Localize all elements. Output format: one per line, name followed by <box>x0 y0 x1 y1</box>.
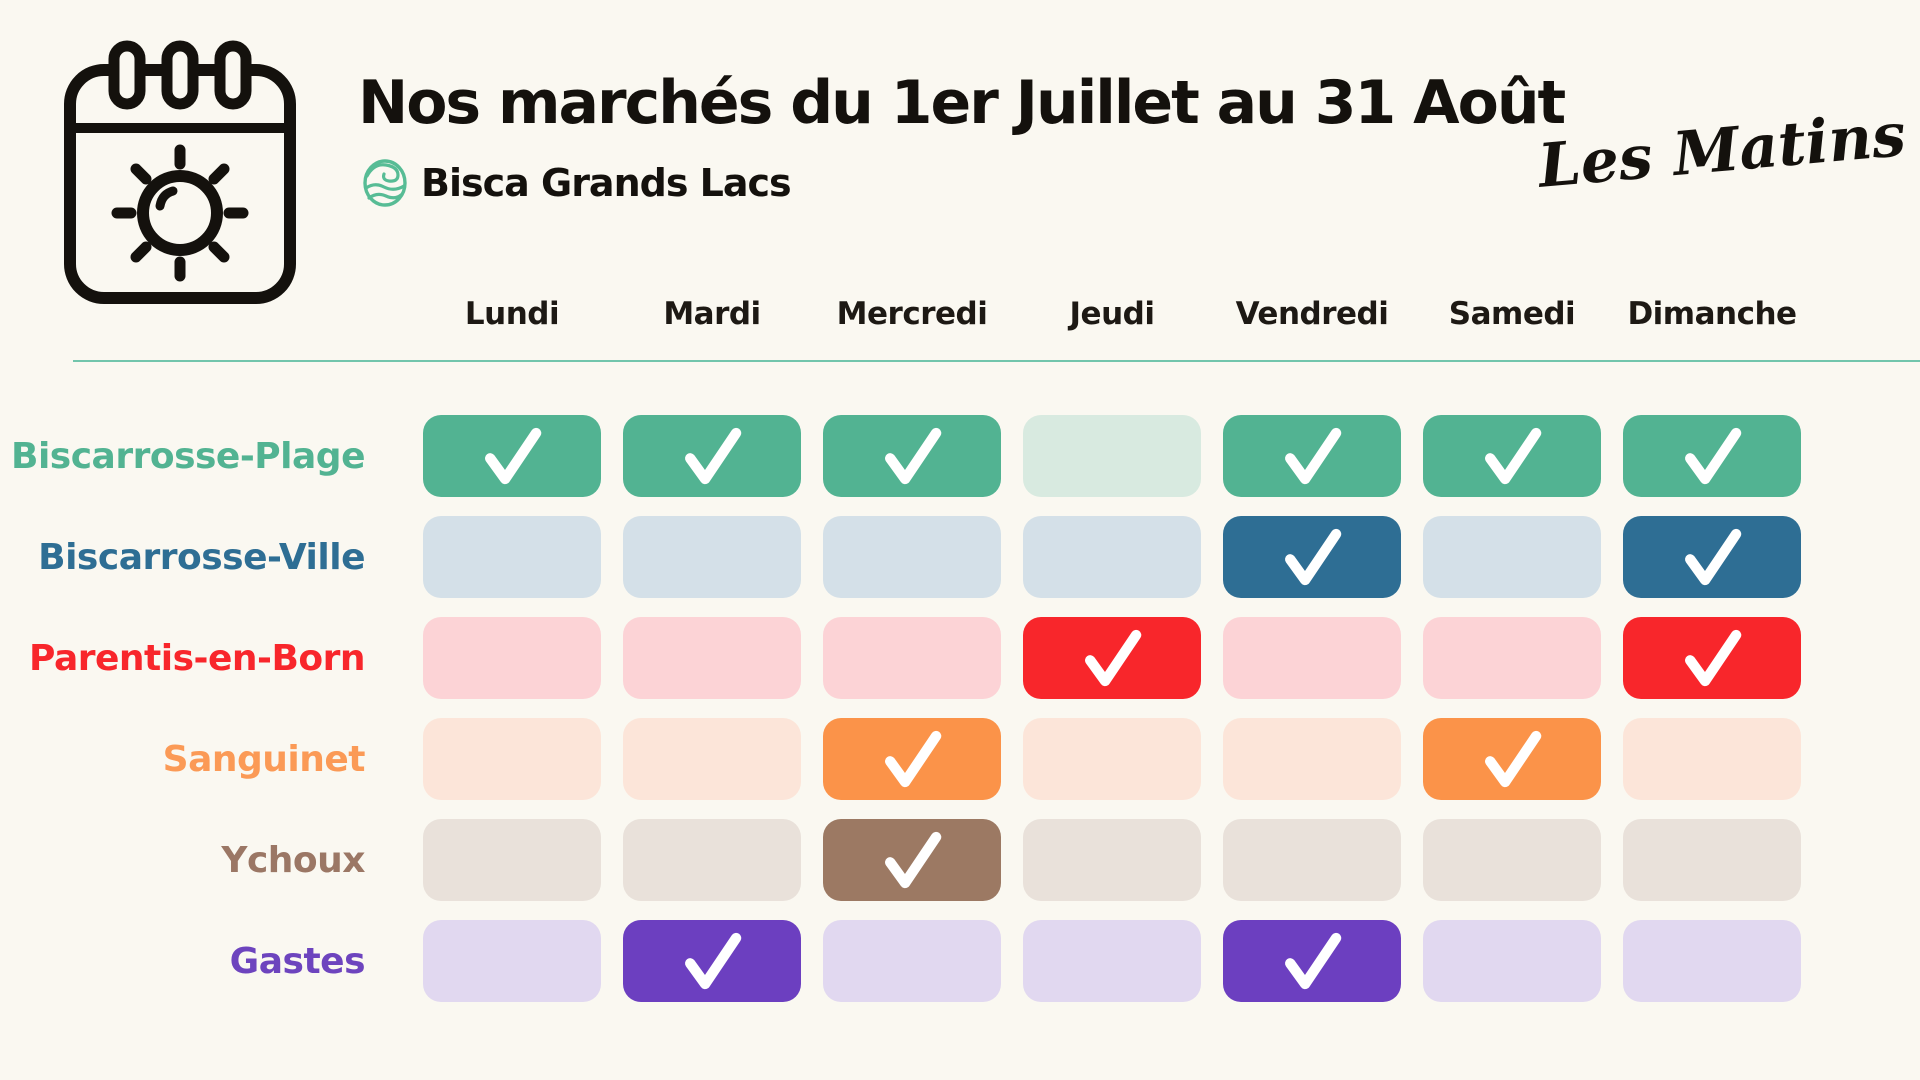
market-schedule-grid: Biscarrosse-Plage Biscarrosse-Ville Pare… <box>11 415 1801 1002</box>
cell-gastes-dimanche <box>1623 920 1801 1002</box>
day-header-samedi: Samedi <box>1448 296 1576 332</box>
cell-biscarrosse-ville-mardi <box>623 516 801 598</box>
cell-parentis-en-born-jeudi <box>1023 617 1201 699</box>
tagline-script: Les Matins <box>1535 99 1909 202</box>
cell-parentis-en-born-mercredi <box>823 617 1001 699</box>
cell-gastes-mardi <box>623 920 801 1002</box>
checkmark-icon <box>1485 730 1542 788</box>
calendar-sun-icon <box>64 40 296 304</box>
brand-name: Bisca Grands Lacs <box>421 161 792 205</box>
cell-biscarrosse-plage-jeudi <box>1023 415 1201 497</box>
cell-parentis-en-born-mardi <box>623 617 801 699</box>
cell-parentis-en-born-dimanche <box>1623 617 1801 699</box>
cell-biscarrosse-ville-vendredi <box>1223 516 1401 598</box>
cell-ychoux-mercredi <box>823 819 1001 901</box>
checkmark-icon <box>1285 427 1342 485</box>
cell-sanguinet-mardi <box>623 718 801 800</box>
checkmark-icon <box>1685 427 1742 485</box>
cell-ychoux-mardi <box>623 819 801 901</box>
checkmark-icon <box>1085 629 1142 687</box>
cell-gastes-mercredi <box>823 920 1001 1002</box>
checkmark-icon <box>685 427 742 485</box>
cell-biscarrosse-ville-samedi <box>1423 516 1601 598</box>
row-label-ychoux: Ychoux <box>221 839 365 881</box>
cell-ychoux-samedi <box>1423 819 1601 901</box>
cell-biscarrosse-plage-vendredi <box>1223 415 1401 497</box>
day-header-lundi: Lundi <box>464 296 560 332</box>
cell-biscarrosse-plage-samedi <box>1423 415 1601 497</box>
checkmark-icon <box>885 831 942 889</box>
row-label-gastes: Gastes <box>229 940 366 982</box>
cell-sanguinet-samedi <box>1423 718 1601 800</box>
day-header-mercredi: Mercredi <box>836 296 988 332</box>
cell-sanguinet-lundi <box>423 718 601 800</box>
cell-gastes-samedi <box>1423 920 1601 1002</box>
day-header-row: Lundi Mardi Mercredi Jeudi Vendredi Samedi Dim… <box>40 292 1801 336</box>
cell-biscarrosse-ville-jeudi <box>1023 516 1201 598</box>
checkmark-icon <box>1685 629 1742 687</box>
cell-gastes-lundi <box>423 920 601 1002</box>
cell-ychoux-vendredi <box>1223 819 1401 901</box>
page-title: Nos marchés du 1er Juillet au 31 Août <box>358 68 1566 138</box>
row-label-biscarrosse-plage: Biscarrosse-Plage <box>11 435 366 477</box>
day-header-mardi: Mardi <box>663 296 761 332</box>
cell-sanguinet-jeudi <box>1023 718 1201 800</box>
cell-ychoux-dimanche <box>1623 819 1801 901</box>
cell-ychoux-jeudi <box>1023 819 1201 901</box>
cell-biscarrosse-plage-dimanche <box>1623 415 1801 497</box>
cell-parentis-en-born-lundi <box>423 617 601 699</box>
cell-biscarrosse-plage-mardi <box>623 415 801 497</box>
checkmark-icon <box>1685 528 1742 586</box>
checkmark-icon <box>1285 528 1342 586</box>
day-header-dimanche: Dimanche <box>1627 296 1797 332</box>
day-header-jeudi: Jeudi <box>1069 296 1155 332</box>
wave-logo-icon <box>363 159 407 207</box>
row-label-biscarrosse-ville: Biscarrosse-Ville <box>38 536 365 578</box>
brand-row: Bisca Grands Lacs <box>362 158 792 208</box>
cell-gastes-jeudi <box>1023 920 1201 1002</box>
cell-ychoux-lundi <box>423 819 601 901</box>
checkmark-icon <box>485 427 542 485</box>
cell-biscarrosse-ville-dimanche <box>1623 516 1801 598</box>
checkmark-icon <box>685 932 742 990</box>
cell-sanguinet-vendredi <box>1223 718 1401 800</box>
header-divider-line <box>73 360 1920 362</box>
day-header-vendredi: Vendredi <box>1235 296 1389 332</box>
cell-gastes-vendredi <box>1223 920 1401 1002</box>
cell-biscarrosse-plage-mercredi <box>823 415 1001 497</box>
cell-parentis-en-born-samedi <box>1423 617 1601 699</box>
checkmark-icon <box>1485 427 1542 485</box>
row-label-sanguinet: Sanguinet <box>162 738 366 780</box>
cell-biscarrosse-plage-lundi <box>423 415 601 497</box>
checkmark-icon <box>885 730 942 788</box>
cell-sanguinet-mercredi <box>823 718 1001 800</box>
day-header-spacer <box>40 292 401 336</box>
row-label-parentis-en-born: Parentis-en-Born <box>29 637 365 679</box>
checkmark-icon <box>885 427 942 485</box>
cell-biscarrosse-ville-mercredi <box>823 516 1001 598</box>
checkmark-icon <box>1285 932 1342 990</box>
cell-parentis-en-born-vendredi <box>1223 617 1401 699</box>
cell-sanguinet-dimanche <box>1623 718 1801 800</box>
cell-biscarrosse-ville-lundi <box>423 516 601 598</box>
